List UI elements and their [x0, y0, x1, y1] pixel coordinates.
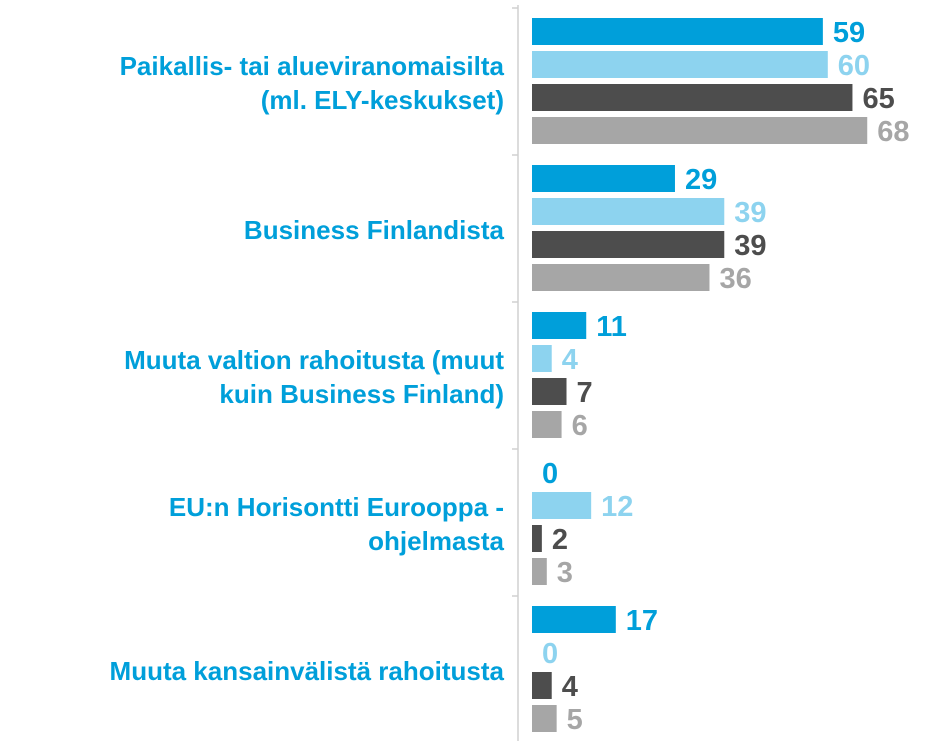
category-label: EU:n Horisontti Eurooppa - ohjelmasta [168, 491, 504, 556]
bar [532, 492, 592, 519]
value-label: 12 [601, 491, 633, 523]
bar [532, 345, 552, 372]
value-label: 3 [557, 557, 573, 589]
value-label: 17 [626, 605, 658, 637]
bar [532, 84, 853, 111]
value-label: 7 [577, 377, 593, 409]
value-label: 0 [542, 458, 558, 490]
value-label: 6 [572, 410, 588, 442]
value-label: 65 [862, 83, 894, 115]
bar [532, 231, 725, 258]
bar [532, 378, 567, 405]
bar [532, 165, 675, 192]
value-label: 39 [734, 230, 766, 262]
category-label: Paikallis- tai alueviranomaisilta (ml. E… [119, 50, 504, 115]
bar [532, 312, 587, 339]
bar [532, 117, 868, 144]
category-label: Muuta kansainvälistä rahoitusta [109, 655, 504, 686]
category-label: Muuta valtion rahoitusta (muut kuin Busi… [124, 344, 504, 409]
bar [532, 51, 828, 78]
value-label: 29 [685, 164, 717, 196]
bar [532, 198, 725, 225]
value-label: 60 [838, 50, 870, 82]
value-label: 5 [567, 704, 583, 736]
bar [532, 705, 557, 732]
value-label: 0 [542, 638, 558, 670]
value-label: 39 [734, 197, 766, 229]
bar [532, 411, 562, 438]
bar [532, 606, 616, 633]
category-label: Business Finlandista [243, 214, 504, 245]
bar [532, 264, 710, 291]
value-label: 4 [562, 344, 578, 376]
value-label: 68 [877, 116, 909, 148]
value-label: 11 [596, 311, 627, 343]
value-label: 2 [552, 524, 568, 556]
bar [532, 558, 547, 585]
value-label: 4 [562, 671, 578, 703]
value-label: 36 [719, 263, 751, 295]
value-label: 59 [833, 17, 865, 49]
bar [532, 525, 542, 552]
bar [532, 18, 823, 45]
bar [532, 672, 552, 699]
